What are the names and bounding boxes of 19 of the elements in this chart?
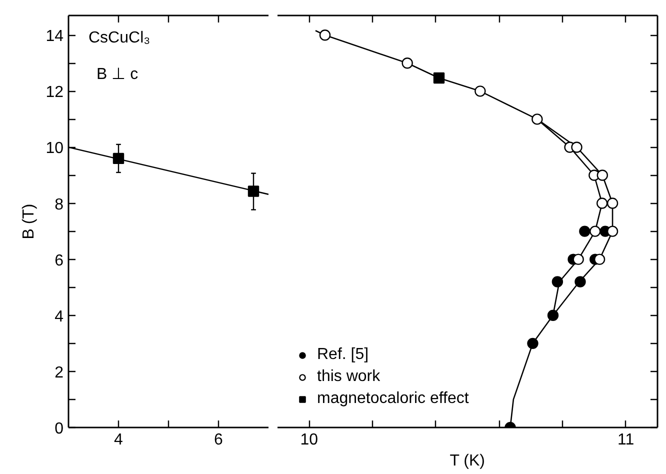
y-tick-label: 0 [54, 420, 64, 438]
x-axis-title: T (K) [450, 452, 485, 470]
y-tick-label: 10 [46, 140, 64, 158]
y-tick-label: 6 [54, 252, 64, 270]
annotation: B ⊥ c [96, 66, 138, 83]
x-tick-label: 4 [114, 432, 124, 448]
y-tick-label: 4 [54, 308, 64, 326]
x-tick-label: 6 [214, 432, 224, 448]
x-tick-label: 11 [618, 432, 634, 448]
y-tick-label: 12 [46, 84, 64, 102]
y-axis-title: B (T) [20, 204, 38, 240]
y-tick-label: 8 [54, 196, 64, 214]
annotation: CsCuCl₃ [88, 29, 150, 46]
legend-label: this work [317, 368, 380, 386]
x-tick-label: 10 [300, 432, 318, 448]
legend-label: Ref. [5] [317, 346, 369, 364]
legend-label: magnetocaloric effect [317, 390, 469, 408]
y-tick-label: 14 [46, 28, 64, 46]
y-tick-label: 2 [54, 364, 64, 382]
